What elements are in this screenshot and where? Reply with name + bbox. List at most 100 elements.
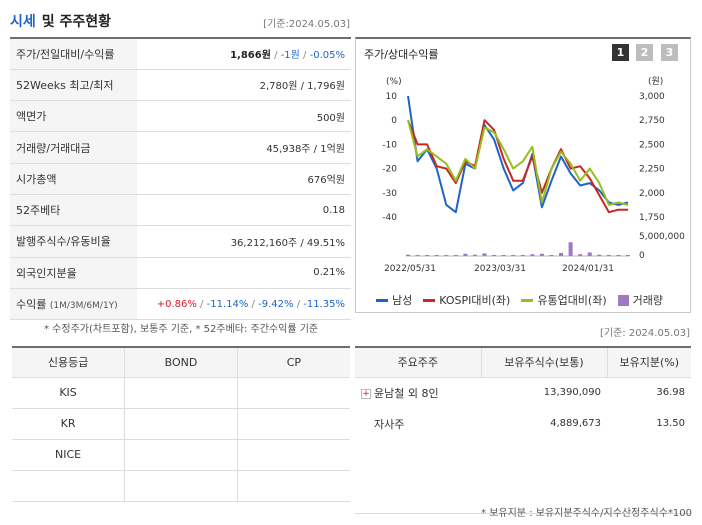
reference-date-2: [기준: 2024.05.03] (599, 328, 690, 339)
volume-bar (492, 255, 497, 256)
volume-bar (511, 255, 516, 256)
credit-bond (124, 408, 238, 440)
label-returns: 수익률 (1M/3M/6M/1Y) (10, 288, 137, 321)
expand-icon[interactable]: + (361, 388, 371, 399)
credit-cp (236, 408, 350, 440)
volume-bar (453, 255, 458, 256)
left-tick-label: -20 (382, 165, 397, 175)
legend-label-stock: 남성 (392, 294, 413, 307)
chart-page-3-button[interactable]: 3 (661, 44, 678, 61)
holder-name-text[interactable]: 윤남철 외 8인 (374, 386, 439, 400)
right-tick-label: 2,250 (639, 165, 665, 175)
volume-bar (472, 254, 477, 256)
left-tick-label: -30 (382, 189, 397, 199)
reference-date: [기준:2024.05.03] (263, 19, 350, 30)
credit-bond (124, 439, 238, 471)
price-info-table: 주가/전일대비/수익률 1,866원 / -1원 / -0.05% 52Week… (10, 37, 351, 321)
volume-bar (434, 255, 439, 256)
volume-bar (444, 255, 449, 256)
right-tick-label: 2,000 (639, 189, 665, 199)
credit-bond (124, 377, 238, 409)
row-shares: 발행주식수/유동비율 36,212,160주 / 49.51% (10, 225, 351, 258)
left-axis-unit: (%) (386, 77, 402, 87)
volume-bar (425, 255, 430, 256)
chart-title: 주가/상대수익률 (364, 48, 439, 61)
left-tick-label: -10 (382, 140, 397, 150)
volume-bar (463, 253, 468, 256)
chart-page-2-button[interactable]: 2 (636, 44, 653, 61)
credit-header-cp: CP (236, 347, 350, 378)
volume-bar (549, 255, 554, 256)
volume-tick-label: 0 (639, 251, 645, 261)
section-title-holders: 및 주주현황 (41, 14, 112, 30)
chart-legend: 남성 KOSPI대비(좌) 유통업대비(좌) 거래량 (376, 292, 674, 308)
value-par: 500원 (137, 100, 351, 133)
volume-bar (616, 255, 621, 256)
current-price: 1,866원 (230, 50, 271, 62)
value-52weeks: 2,780원 / 1,796원 (137, 69, 351, 102)
volume-bar (606, 255, 611, 256)
volume-tick-label: 5,000,000 (639, 232, 685, 242)
legend-item-stock[interactable]: 남성 (376, 292, 412, 308)
chart-page-1-button[interactable]: 1 (612, 44, 629, 61)
right-tick-label: 3,000 (639, 92, 665, 102)
row-price: 주가/전일대비/수익률 1,866원 / -1원 / -0.05% (10, 38, 351, 70)
major-holders-table: 주요주주 보유주식수(보통) 보유지분(%) + 윤남철 외 8인 13,390,… (355, 346, 691, 514)
credit-rating-table: 신용등급 BOND CP KIS KR NICE (12, 346, 350, 502)
credit-bond (124, 470, 238, 502)
holder-shares: 4,889,673 (550, 418, 601, 429)
return-6m: -9.42% (258, 298, 294, 310)
label-volume: 거래량/거래대금 (10, 131, 137, 164)
price-footnote: * 수정주가(차트포함), 보통주 기준, * 52주베타: 주간수익률 기준 (44, 324, 319, 335)
right-axis-unit: (원) (648, 76, 663, 87)
price-return: -0.05% (309, 50, 345, 62)
legend-item-kospi[interactable]: KOSPI대비(좌) (423, 292, 510, 308)
series-line-유통업대비(좌) (407, 119, 629, 206)
legend-item-sector[interactable]: 유통업대비(좌) (521, 292, 607, 308)
table-row: KR (12, 408, 350, 440)
credit-cp (236, 470, 350, 502)
row-beta: 52주베타 0.18 (10, 194, 351, 227)
section-header: 시세 및 주주현황 [기준:2024.05.03] (10, 6, 350, 36)
x-tick-label: 2022/05/31 (384, 264, 436, 274)
volume-bar (530, 254, 535, 256)
right-tick-label: 2,500 (639, 140, 665, 150)
label-shares: 발행주식수/유동비율 (10, 225, 137, 258)
holders-header-shares: 보유주식수(보통) (480, 347, 607, 378)
table-row: NICE (12, 439, 350, 471)
label-foreign: 외국인지분율 (10, 257, 137, 289)
credit-agency (12, 470, 125, 502)
label-price: 주가/전일대비/수익률 (10, 38, 137, 70)
volume-bar (539, 253, 544, 256)
value-beta: 0.18 (137, 194, 351, 227)
value-returns: +0.86% / -11.14% / -9.42% / -11.35% (137, 288, 351, 321)
table-row: + 윤남철 외 8인 13,390,090 36.98 (355, 377, 691, 408)
section-title-price: 시세 (10, 14, 36, 30)
right-tick-label: 2,750 (639, 116, 665, 126)
row-mcap: 시가총액 676억원 (10, 163, 351, 195)
holders-header-name: 주요주주 (355, 347, 481, 378)
label-par: 액면가 (10, 100, 137, 133)
price-change: -1원 (280, 50, 300, 62)
left-tick-label: -40 (382, 213, 397, 223)
legend-item-volume[interactable]: 거래량 (617, 292, 664, 308)
volume-bar (406, 254, 410, 256)
holder-name: + 윤남철 외 8인 (355, 377, 481, 408)
row-par: 액면가 500원 (10, 100, 351, 133)
value-mcap: 676억원 (137, 163, 351, 195)
returns-periods: (1M/3M/6M/1Y) (49, 301, 118, 312)
legend-label-volume: 거래량 (632, 294, 664, 307)
legend-label-kospi: KOSPI대비(좌) (439, 294, 511, 307)
credit-cp (236, 377, 350, 409)
value-price: 1,866원 / -1원 / -0.05% (137, 38, 351, 70)
holders-header-pct: 보유지분(%) (606, 347, 691, 378)
volume-bar (501, 255, 506, 256)
volume-bar (520, 255, 525, 256)
value-volume: 45,938주 / 1억원 (137, 131, 351, 164)
volume-bar (415, 255, 420, 256)
returns-label-text: 수익률 (16, 298, 47, 312)
volume-bar (587, 252, 592, 256)
row-volume: 거래량/거래대금 45,938주 / 1억원 (10, 131, 351, 164)
chart-panel: 주가/상대수익률 1 2 3 (%) (원) 10 0 -10 -20 -30 -40 3,00… (355, 37, 691, 313)
return-1m: +0.86% (156, 298, 197, 310)
